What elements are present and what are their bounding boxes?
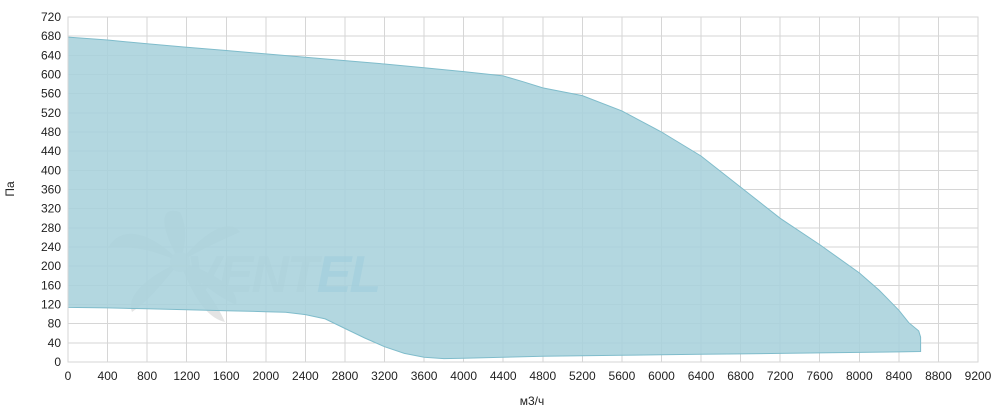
y-tick-label: 40	[48, 336, 62, 350]
y-tick-label: 720	[41, 10, 61, 24]
y-tick-label: 480	[41, 125, 61, 139]
y-tick-label: 120	[41, 298, 61, 312]
x-tick-label: 800	[137, 369, 157, 383]
x-tick-label: 7600	[806, 369, 833, 383]
plot-frame	[67, 16, 979, 363]
x-tick-label: 6400	[688, 369, 715, 383]
x-tick-label: 2800	[332, 369, 359, 383]
plot-area	[67, 36, 922, 360]
x-tick-label: 0	[65, 369, 72, 383]
y-tick-label: 640	[41, 48, 61, 62]
y-tick-label: 600	[41, 68, 61, 82]
x-tick-label: 7200	[767, 369, 794, 383]
operating-range-area	[67, 36, 922, 360]
y-tick-label: 320	[41, 202, 61, 216]
x-tick-label: 8000	[846, 369, 873, 383]
x-tick-label: 2400	[292, 369, 319, 383]
x-tick-label: 400	[98, 369, 118, 383]
y-tick-label: 560	[41, 87, 61, 101]
x-tick-label: 3200	[371, 369, 398, 383]
x-tick-labels: 0 400 800 1200 1600 2000 2400 2800 3200 3600 4000 4…	[65, 369, 992, 383]
x-tick-label: 1600	[213, 369, 240, 383]
x-axis-label: м3/ч	[520, 394, 545, 408]
x-tick-label: 8400	[886, 369, 913, 383]
x-tick-label: 2000	[252, 369, 279, 383]
y-tick-label: 440	[41, 144, 61, 158]
y-tick-label: 160	[41, 278, 61, 292]
x-tick-label: 4800	[529, 369, 556, 383]
y-tick-labels: 0 40 80 120 160 200 240 280 320 360 400 440 480 520 56…	[41, 10, 61, 369]
y-tick-label: 520	[41, 106, 61, 120]
y-tick-label: 280	[41, 221, 61, 235]
x-tick-label: 9200	[965, 369, 992, 383]
y-axis-label: Па	[3, 181, 17, 197]
y-tick-label: 400	[41, 163, 61, 177]
y-tick-label: 0	[54, 355, 61, 369]
y-tick-label: 200	[41, 259, 61, 273]
x-tick-label: 4400	[490, 369, 517, 383]
x-tick-label: 6800	[727, 369, 754, 383]
x-tick-label: 8800	[925, 369, 952, 383]
x-tick-label: 5200	[569, 369, 596, 383]
x-tick-label: 5600	[609, 369, 636, 383]
x-tick-label: 6000	[648, 369, 675, 383]
y-tick-label: 80	[48, 317, 62, 331]
y-tick-label: 680	[41, 29, 61, 43]
x-tick-label: 3600	[411, 369, 438, 383]
x-tick-label: 4000	[450, 369, 477, 383]
y-tick-label: 240	[41, 240, 61, 254]
y-tick-label: 360	[41, 183, 61, 197]
x-tick-label: 1200	[173, 369, 200, 383]
